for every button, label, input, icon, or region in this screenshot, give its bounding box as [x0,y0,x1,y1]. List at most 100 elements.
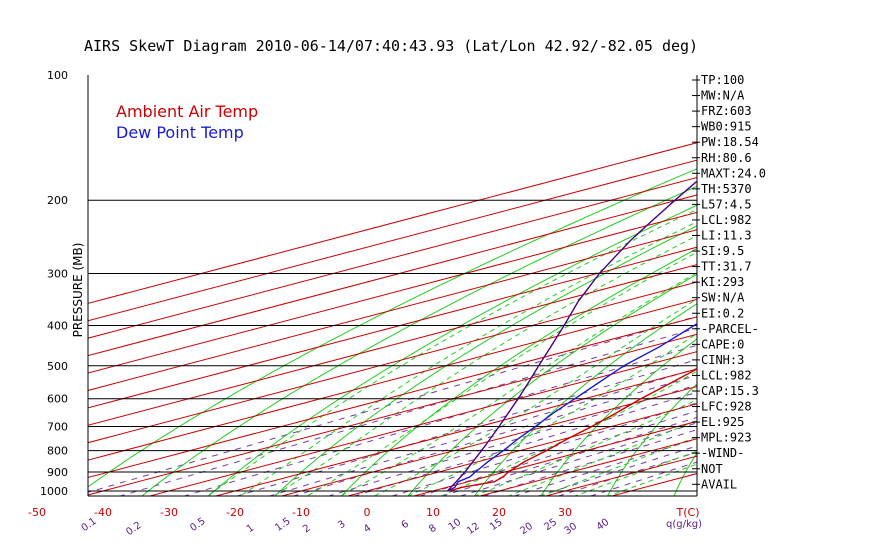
pressure-tick-label: 800 [47,445,68,458]
chart-title: AIRS SkewT Diagram 2010-06-14/07:40:43.9… [84,37,698,55]
pressure-tick-label: 400 [47,319,68,332]
isotherm-line [88,211,697,374]
bottom-temperature-tick: -30 [160,506,178,519]
legend-air-temp: Ambient Air Temp [116,102,258,121]
bottom-temperature-tick: -20 [226,506,244,519]
mixing-ratio-tick: 4 [362,523,374,536]
moist-adiabat-line [239,221,697,496]
dry-adiabat-line [88,168,697,488]
mixing-ratio-tick: 0.2 [124,520,143,538]
mixing-ratio-line [326,384,697,496]
pressure-tick-label: 500 [47,360,68,373]
pressure-tick-label: 700 [47,421,68,434]
mixing-ratio-line [458,422,697,496]
mixing-ratio-line [352,391,697,496]
mixing-ratio-tick: 12 [465,521,482,537]
stability-index: PW:18.54 [701,135,759,149]
mixing-ratio-line [536,445,697,496]
moist-adiabat-line [373,298,697,496]
mixing-ratio-line [390,402,697,496]
stability-index: LFC:928 [701,400,752,414]
bottom-temperature-ticks: -50 -40 -30 -20 -10 0 10 20 30 T(C) [28,506,699,519]
bottom-temperature-tick: 30 [558,506,572,519]
moist-adiabat-line [306,251,697,496]
mixing-ratio-tick: 0.5 [188,516,207,534]
isotherm-line [88,298,697,461]
moist-adiabat-line [339,272,697,496]
dry-adiabat-line [140,185,697,496]
bottom-temperature-tick: -50 [28,506,46,519]
mixing-ratio-line [512,438,697,496]
dry-adiabat-line [739,66,870,500]
stability-index: EI:0.2 [701,306,744,320]
isotherm-line [147,351,697,496]
stability-index: LCL:982 [701,368,752,382]
moist-adiabat-line [473,399,697,496]
isotherm-line [88,316,697,479]
isotherm-line [411,420,697,496]
dew-point-line [447,323,697,492]
mixing-ratio-tick: 30 [562,521,579,537]
stability-index: SW:N/A [701,291,745,305]
bottom-temperature-tick: 0 [364,506,371,519]
isotherm-line [88,281,697,444]
bottom-temperature-tick: -10 [292,506,310,519]
stability-index: CAP:15.3 [701,384,759,398]
pressure-tick-label: 100 [47,69,68,82]
mixing-ratio-tick: 3 [336,519,348,532]
mixing-ratio-tick: 6 [399,519,411,532]
pressure-tick-label: 1000 [40,485,68,498]
stability-index: TP:100 [701,73,744,87]
isotherm-line [345,403,697,496]
stability-index: -PARCEL- [701,322,759,336]
mixing-ratio-unit: q(g/kg) [666,519,702,530]
stability-index: TH:5370 [701,182,752,196]
isotherm-line [88,159,697,322]
mixing-ratio-tick: 20 [518,521,535,537]
mixing-ratio-tick: 10 [447,517,464,533]
y-axis-label: PRESSURE (MB) [71,243,85,338]
stability-index: MPL:923 [701,431,752,445]
stability-index: RH:80.6 [701,151,752,165]
mixing-ratio-line [182,344,697,496]
bottom-temperature-tick: 20 [492,506,506,519]
dry-adiabat-line [606,383,697,496]
mixing-ratio-tick: 1 [245,523,257,536]
mixing-ratio-line [440,416,697,496]
mixing-ratio-line [235,359,697,496]
stability-index: EL:925 [701,415,744,429]
dry-adiabat-line [340,248,697,496]
mixing-ratio-line [589,461,697,496]
moist-adiabat-line [573,450,697,496]
moist-adiabat-line [440,370,697,496]
stability-index: LI:11.3 [701,229,752,243]
stability-index: L57:4.5 [701,197,752,211]
mixing-ratio-tick: 15 [488,517,505,533]
mixing-ratio-line [481,429,697,496]
stability-index: CINH:3 [701,353,744,367]
stability-index: TT:31.7 [701,260,752,274]
mixing-ratio-tick-labels: 0.1 0.2 0.5 1 1.5 2 3 4 6 8 10 12 15 20 25 30 40 q(g/kg) [79,516,702,538]
moist-adiabat-line [506,419,697,496]
mixing-ratio-line [267,367,697,496]
bottom-temperature-tick: 10 [426,506,440,519]
isotherms [88,142,697,496]
pressure-tick-label: 600 [47,393,68,406]
moist-adiabat-line [272,235,697,496]
dry-adiabat-line [207,204,697,496]
stability-index: NOT [701,462,723,476]
mixing-ratio-line [556,451,697,496]
mixing-ratio-tick: 1.5 [273,516,292,534]
stability-index: KI:293 [701,275,744,289]
mixing-ratio-tick: 25 [542,517,559,533]
thermo-grid [88,66,870,500]
moist-adiabat-line [540,436,697,496]
parcel-line [446,180,697,492]
stability-index: LCL:982 [701,213,752,227]
isotherm-line [88,246,697,409]
stability-index: AVAIL [701,477,737,491]
pressure-tick-label: 300 [47,267,68,280]
mixing-ratio-line [418,410,697,496]
